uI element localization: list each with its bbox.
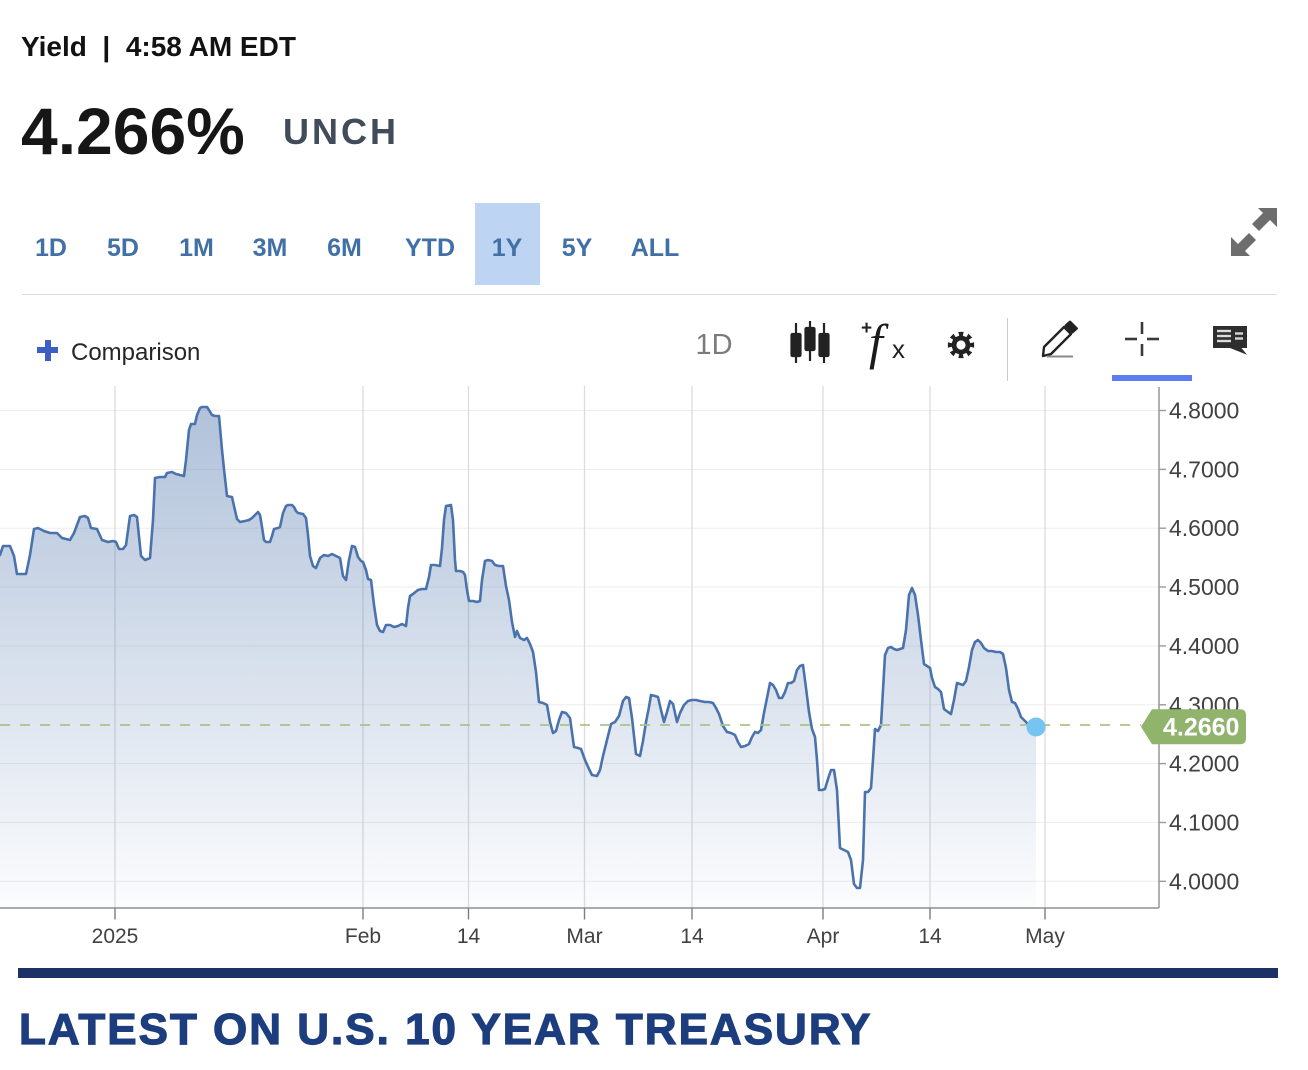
svg-text:4.1000: 4.1000 <box>1169 810 1239 836</box>
svg-text:Feb: Feb <box>345 925 381 948</box>
svg-text:May: May <box>1025 925 1065 948</box>
svg-text:4.6000: 4.6000 <box>1169 515 1239 541</box>
svg-text:Mar: Mar <box>566 925 602 948</box>
svg-text:4.7000: 4.7000 <box>1169 456 1239 482</box>
svg-text:Apr: Apr <box>807 925 840 948</box>
svg-text:4.4000: 4.4000 <box>1169 633 1239 659</box>
svg-text:2025: 2025 <box>92 925 139 948</box>
svg-text:4.2000: 4.2000 <box>1169 751 1239 777</box>
svg-text:4.0000: 4.0000 <box>1169 868 1239 894</box>
svg-text:14: 14 <box>918 925 942 948</box>
svg-text:14: 14 <box>680 925 704 948</box>
svg-text:4.5000: 4.5000 <box>1169 574 1239 600</box>
svg-text:4.2660: 4.2660 <box>1163 713 1239 741</box>
svg-text:14: 14 <box>457 925 481 948</box>
svg-text:4.8000: 4.8000 <box>1169 398 1239 424</box>
